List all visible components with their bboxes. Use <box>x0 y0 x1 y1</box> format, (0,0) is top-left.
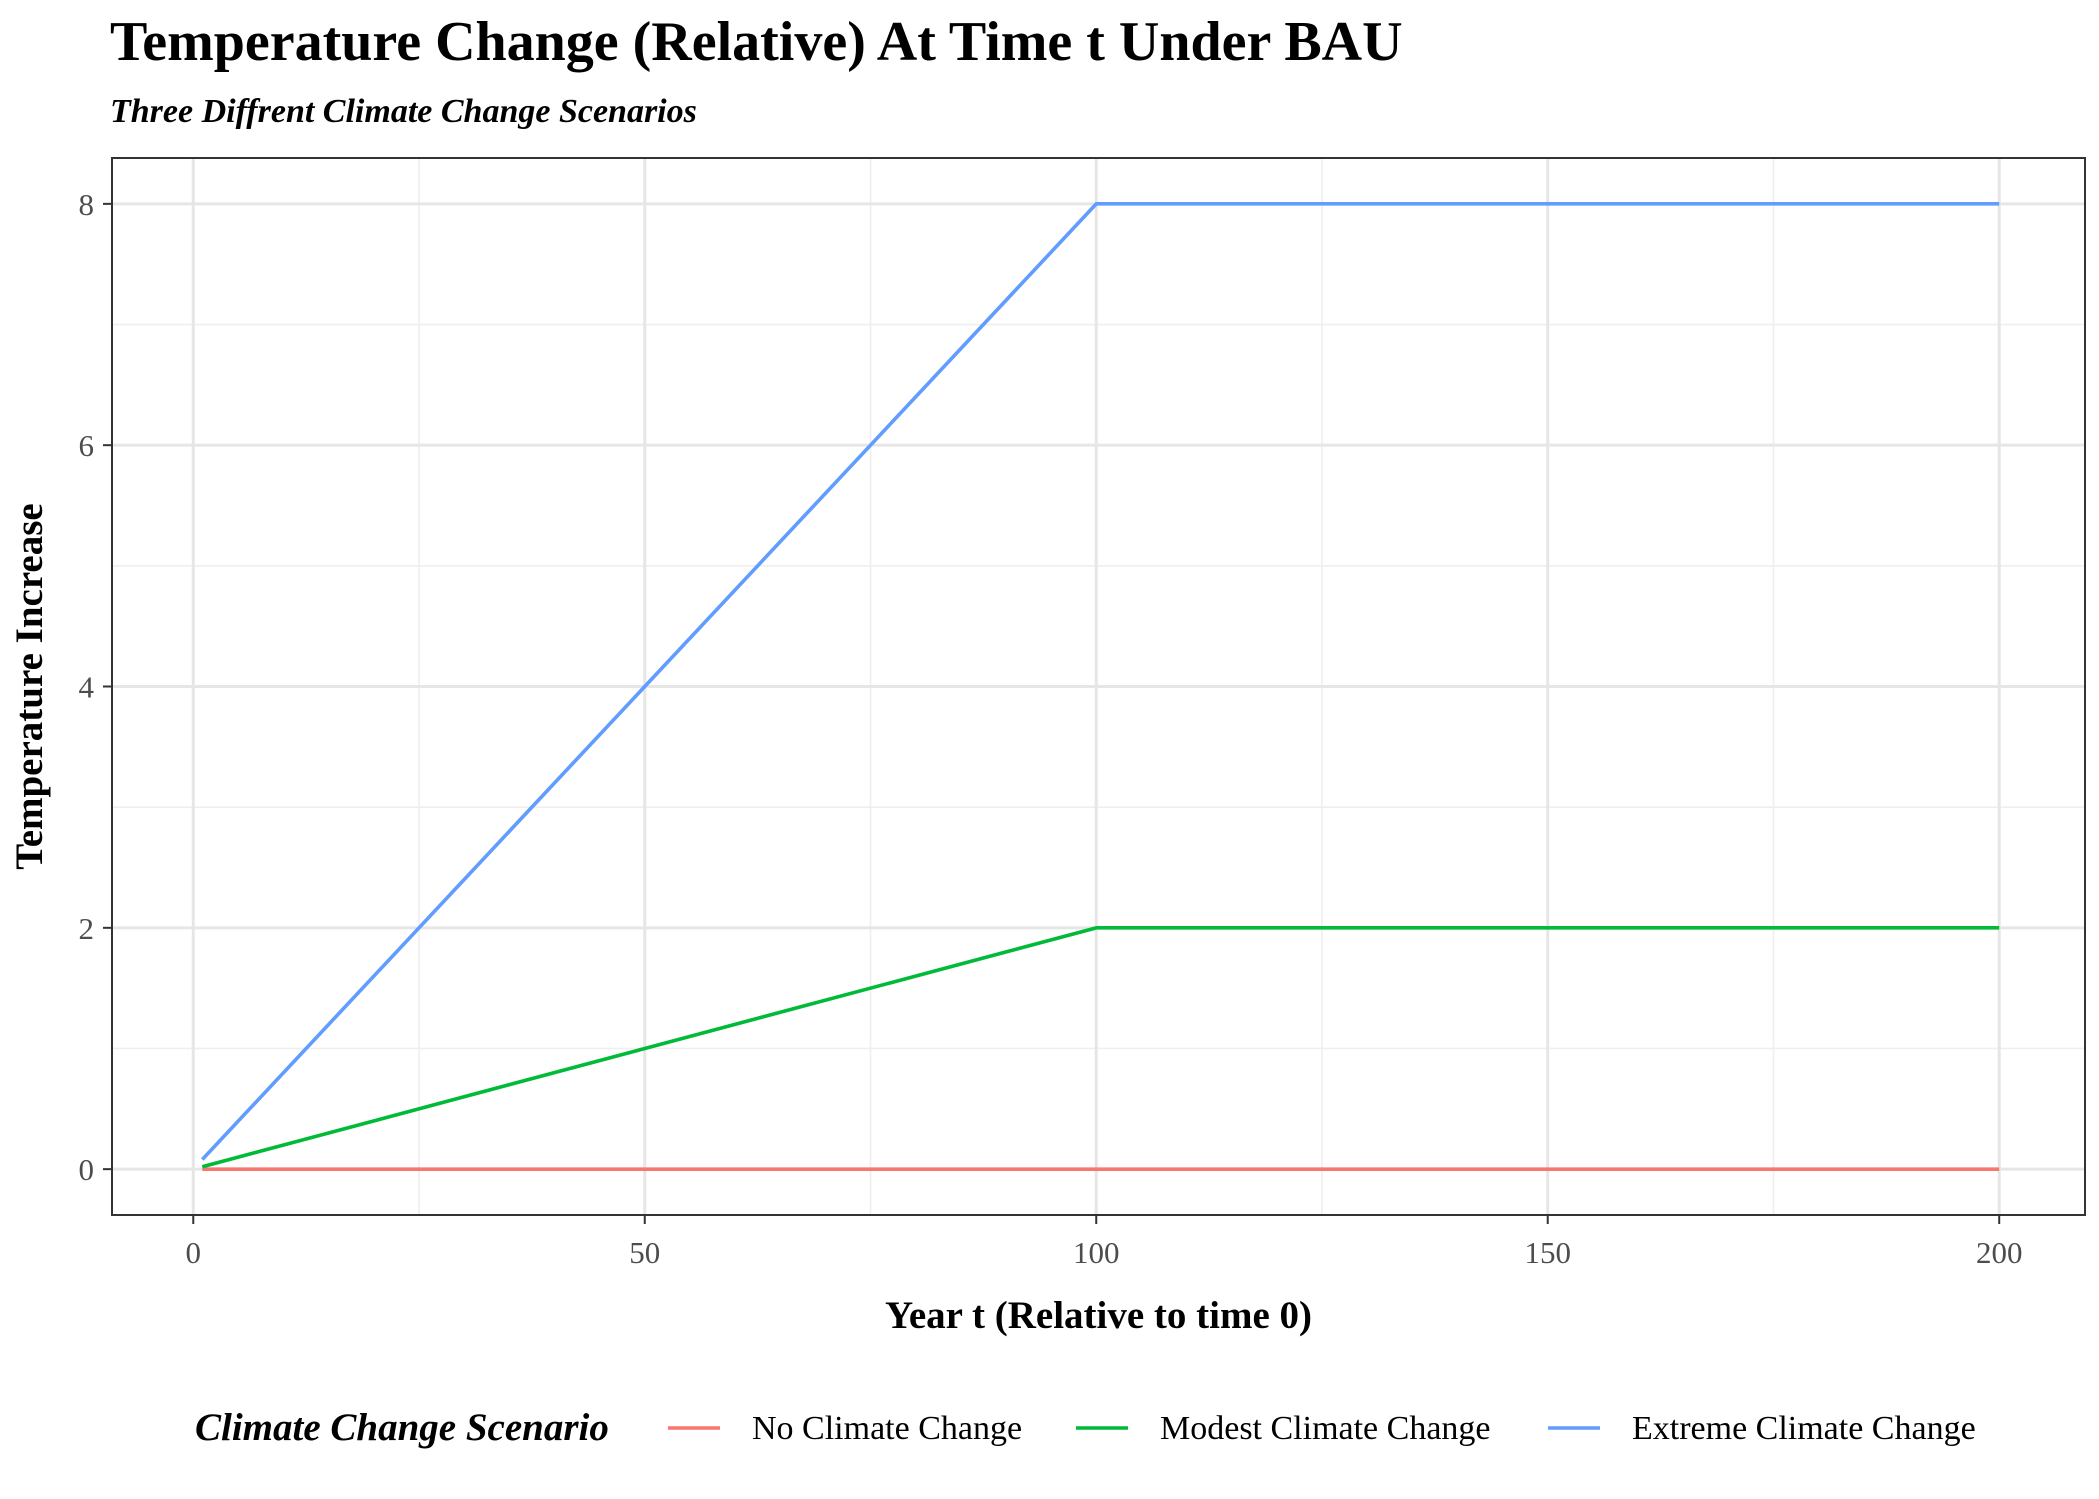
y-tick-label: 8 <box>79 187 95 222</box>
series-line-extreme-climate-change <box>200 202 2000 1161</box>
x-tick-label: 200 <box>1976 1235 2023 1270</box>
y-axis-title: Temperature Increase <box>8 503 51 869</box>
x-tick-label: 50 <box>629 1235 660 1270</box>
x-axis-title: Year t (Relative to time 0) <box>885 1294 1312 1337</box>
chart-subtitle: Three Diffrent Climate Change Scenarios <box>110 93 697 130</box>
legend-title: Climate Change Scenario <box>195 1406 609 1449</box>
legend: Climate Change Scenario No Climate Chang… <box>195 1406 1976 1449</box>
chart-title: Temperature Change (Relative) At Time t … <box>110 11 1403 73</box>
y-tick-label: 2 <box>79 911 95 946</box>
x-tick-label: 100 <box>1073 1235 1120 1270</box>
legend-label-extreme-climate-change: Extreme Climate Change <box>1632 1410 1976 1447</box>
x-tick-label: 0 <box>186 1235 202 1270</box>
y-tick-label: 6 <box>79 428 95 463</box>
legend-items: No Climate Change Modest Climate Change Ex… <box>668 1410 1976 1447</box>
y-tick-label: 4 <box>79 670 95 705</box>
plot-panel <box>111 157 2086 1216</box>
legend-label-modest-climate-change: Modest Climate Change <box>1160 1410 1491 1447</box>
series-line-modest-climate-change <box>201 926 2000 1169</box>
x-tick-label: 150 <box>1524 1235 1571 1270</box>
series-lines <box>200 202 2000 1171</box>
y-axis: 0 2 4 6 8 <box>79 187 112 1187</box>
legend-label-no-climate-change: No Climate Change <box>752 1410 1022 1447</box>
y-tick-label: 0 <box>79 1152 95 1187</box>
x-axis: 0 50 100 150 200 <box>186 1215 2023 1270</box>
